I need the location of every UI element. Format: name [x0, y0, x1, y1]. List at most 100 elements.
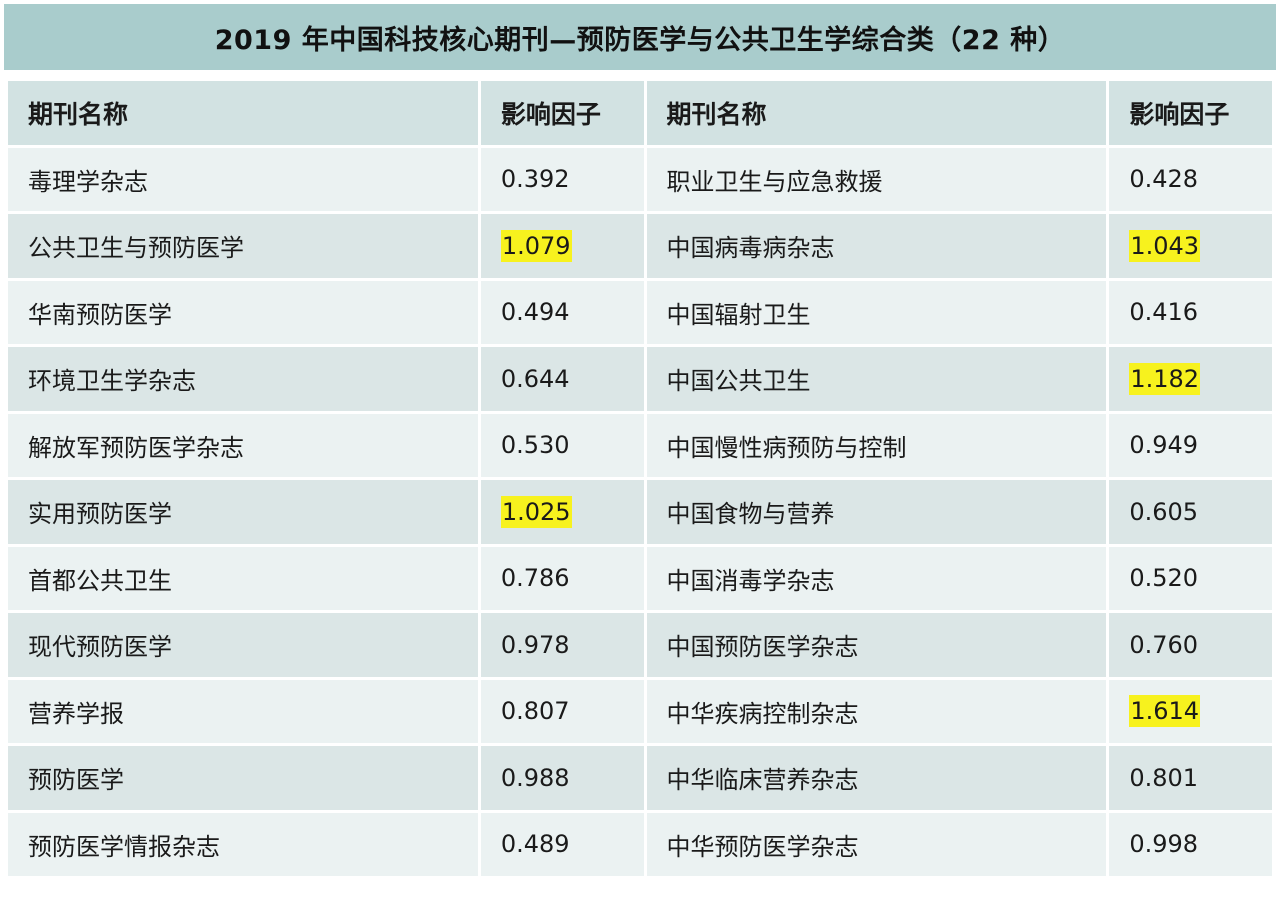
journal-name-left: 毒理学杂志 — [28, 167, 148, 196]
table-body: 毒理学杂志 0.392 职业卫生与应急救援 0.428 公共卫生与预防医学 1.079 中国… — [8, 147, 1272, 876]
journal-name-right: 中国公共卫生 — [666, 367, 811, 396]
journal-name-left-cell: 环境卫生学杂志 — [8, 347, 478, 411]
table-row: 预防医学 0.988 中华临床营养杂志 0.801 — [8, 746, 1272, 810]
table-row: 环境卫生学杂志 0.644 中国公共卫生 1.182 — [8, 347, 1272, 411]
journal-name-left: 解放军预防医学杂志 — [28, 433, 244, 462]
journal-name-left: 预防医学情报杂志 — [28, 832, 220, 861]
impact-factor-right-cell: 0.949 — [1109, 413, 1272, 477]
journal-name-left-cell: 实用预防医学 — [8, 480, 478, 544]
journal-name-left: 公共卫生与预防医学 — [28, 234, 244, 263]
journal-name-left: 营养学报 — [28, 699, 124, 728]
journal-name-right-cell: 中国消毒学杂志 — [646, 546, 1107, 610]
journal-name-right-cell: 中华临床营养杂志 — [646, 746, 1107, 810]
journal-name-right: 中华临床营养杂志 — [666, 766, 859, 795]
impact-factor-left-cell: 0.530 — [480, 413, 644, 477]
impact-factor-left-cell: 0.644 — [480, 347, 644, 411]
journal-name-right: 中国预防医学杂志 — [666, 633, 859, 662]
table-row: 毒理学杂志 0.392 职业卫生与应急救援 0.428 — [8, 147, 1272, 211]
journal-name-left-cell: 毒理学杂志 — [8, 147, 478, 211]
impact-factor-right: 1.182 — [1129, 362, 1201, 395]
impact-factor-right: 0.801 — [1129, 763, 1199, 792]
impact-factor-left-cell: 0.786 — [480, 546, 644, 610]
journal-name-left-cell: 解放军预防医学杂志 — [8, 413, 478, 477]
impact-factor-right: 0.605 — [1129, 497, 1199, 526]
journal-name-left-cell: 首都公共卫生 — [8, 546, 478, 610]
impact-factor-right: 0.760 — [1129, 630, 1199, 659]
impact-factor-right: 0.949 — [1129, 431, 1199, 460]
impact-factor-left: 0.530 — [500, 431, 570, 460]
journal-name-left: 实用预防医学 — [28, 500, 172, 529]
journal-name-right: 中华预防医学杂志 — [666, 832, 859, 861]
impact-factor-right-cell: 0.428 — [1109, 147, 1272, 211]
journal-name-right: 中国消毒学杂志 — [666, 566, 835, 595]
journal-name-left: 预防医学 — [28, 766, 124, 795]
impact-factor-left: 0.988 — [500, 763, 570, 792]
impact-factor-left-cell: 0.988 — [480, 746, 644, 810]
header-impact-factor-left: 影响因子 — [480, 81, 644, 145]
impact-factor-left: 1.079 — [500, 229, 572, 262]
impact-factor-right: 0.428 — [1129, 165, 1199, 194]
impact-factor-left-cell: 1.025 — [480, 480, 644, 544]
impact-factor-left-cell: 0.392 — [480, 147, 644, 211]
impact-factor-left: 0.392 — [500, 165, 570, 194]
journal-name-left: 环境卫生学杂志 — [28, 367, 196, 396]
table-row: 华南预防医学 0.494 中国辐射卫生 0.416 — [8, 280, 1272, 344]
journal-name-right-cell: 中华预防医学杂志 — [646, 812, 1107, 876]
impact-factor-left: 0.807 — [500, 697, 570, 726]
journal-name-right-cell: 中国病毒病杂志 — [646, 214, 1107, 278]
impact-factor-left: 1.025 — [500, 495, 572, 528]
journal-name-left: 现代预防医学 — [28, 633, 172, 662]
journal-name-right-cell: 中华疾病控制杂志 — [646, 679, 1107, 743]
impact-factor-right-cell: 0.760 — [1109, 613, 1272, 677]
impact-factor-right-cell: 0.605 — [1109, 480, 1272, 544]
impact-factor-right-cell: 0.801 — [1109, 746, 1272, 810]
impact-factor-right-cell: 1.614 — [1109, 679, 1272, 743]
impact-factor-left-cell: 1.079 — [480, 214, 644, 278]
impact-factor-left-cell: 0.978 — [480, 613, 644, 677]
impact-factor-right: 0.416 — [1129, 298, 1199, 327]
journal-name-right: 中华疾病控制杂志 — [666, 699, 859, 728]
impact-factor-right-cell: 0.416 — [1109, 280, 1272, 344]
journal-table: 期刊名称 影响因子 期刊名称 影响因子 毒理学杂志 0.392 职业卫生与应急救援 0… — [5, 78, 1275, 879]
impact-factor-left: 0.644 — [500, 364, 570, 393]
journal-name-left-cell: 华南预防医学 — [8, 280, 478, 344]
table-row: 营养学报 0.807 中华疾病控制杂志 1.614 — [8, 679, 1272, 743]
journal-name-right: 中国辐射卫生 — [666, 300, 811, 329]
table-row: 公共卫生与预防医学 1.079 中国病毒病杂志 1.043 — [8, 214, 1272, 278]
header-impact-factor-right: 影响因子 — [1109, 81, 1272, 145]
impact-factor-right: 0.520 — [1129, 564, 1199, 593]
journal-name-left-cell: 现代预防医学 — [8, 613, 478, 677]
journal-name-left-cell: 预防医学情报杂志 — [8, 812, 478, 876]
impact-factor-left: 0.489 — [500, 830, 570, 859]
impact-factor-left: 0.494 — [500, 298, 570, 327]
impact-factor-right-cell: 0.520 — [1109, 546, 1272, 610]
journal-name-right-cell: 中国公共卫生 — [646, 347, 1107, 411]
header-journal-name-left: 期刊名称 — [8, 81, 478, 145]
journal-name-left-cell: 公共卫生与预防医学 — [8, 214, 478, 278]
table-row: 实用预防医学 1.025 中国食物与营养 0.605 — [8, 480, 1272, 544]
journal-name-left: 华南预防医学 — [28, 300, 172, 329]
table-row: 首都公共卫生 0.786 中国消毒学杂志 0.520 — [8, 546, 1272, 610]
journal-name-right: 职业卫生与应急救援 — [666, 167, 883, 196]
impact-factor-left-cell: 0.494 — [480, 280, 644, 344]
header-row: 期刊名称 影响因子 期刊名称 影响因子 — [8, 81, 1272, 145]
journal-name-right-cell: 中国食物与营养 — [646, 480, 1107, 544]
impact-factor-left-cell: 0.489 — [480, 812, 644, 876]
impact-factor-left-cell: 0.807 — [480, 679, 644, 743]
journal-name-right-cell: 职业卫生与应急救援 — [646, 147, 1107, 211]
journal-name-left-cell: 预防医学 — [8, 746, 478, 810]
impact-factor-right-cell: 1.043 — [1109, 214, 1272, 278]
table-row: 解放军预防医学杂志 0.530 中国慢性病预防与控制 0.949 — [8, 413, 1272, 477]
journal-name-right-cell: 中国辐射卫生 — [646, 280, 1107, 344]
impact-factor-right-cell: 0.998 — [1109, 812, 1272, 876]
impact-factor-right: 1.614 — [1129, 695, 1201, 728]
impact-factor-right: 1.043 — [1129, 229, 1201, 262]
journal-name-left: 首都公共卫生 — [28, 566, 172, 595]
journal-name-right-cell: 中国预防医学杂志 — [646, 613, 1107, 677]
impact-factor-right-cell: 1.182 — [1109, 347, 1272, 411]
journal-name-right: 中国慢性病预防与控制 — [666, 433, 907, 462]
impact-factor-left: 0.786 — [500, 564, 570, 593]
table-title: 2019 年中国科技核心期刊—预防医学与公共卫生学综合类（22 种） — [4, 4, 1276, 70]
impact-factor-left: 0.978 — [500, 630, 570, 659]
